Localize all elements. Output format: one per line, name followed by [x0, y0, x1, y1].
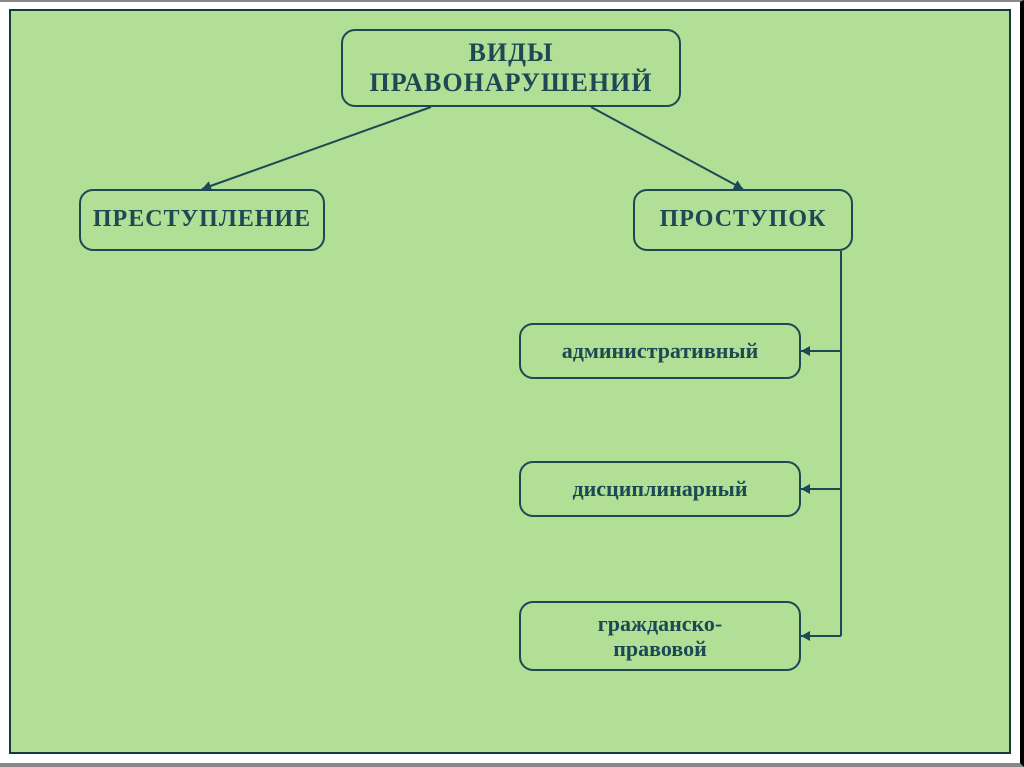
- node-misdemeanor: ПРОСТУПОК: [633, 189, 853, 251]
- node-crime: ПРЕСТУПЛЕНИЕ: [79, 189, 325, 251]
- node-civil-label: гражданско-правовой: [598, 611, 722, 662]
- node-discipline-label: дисциплинарный: [572, 476, 747, 501]
- node-civil: гражданско-правовой: [519, 601, 801, 671]
- node-root-label: ВИДЫПРАВОНАРУШЕНИЙ: [369, 38, 652, 98]
- node-misdemeanor-label: ПРОСТУПОК: [660, 206, 827, 234]
- connector-layer: [11, 11, 1009, 752]
- node-discipline: дисциплинарный: [519, 461, 801, 517]
- diagram-slide: ВИДЫПРАВОНАРУШЕНИЙ ПРЕСТУПЛЕНИЕ ПРОСТУПО…: [9, 9, 1011, 754]
- node-root: ВИДЫПРАВОНАРУШЕНИЙ: [341, 29, 681, 107]
- node-admin-label: административный: [562, 338, 759, 363]
- node-crime-label: ПРЕСТУПЛЕНИЕ: [93, 206, 311, 234]
- node-admin: административный: [519, 323, 801, 379]
